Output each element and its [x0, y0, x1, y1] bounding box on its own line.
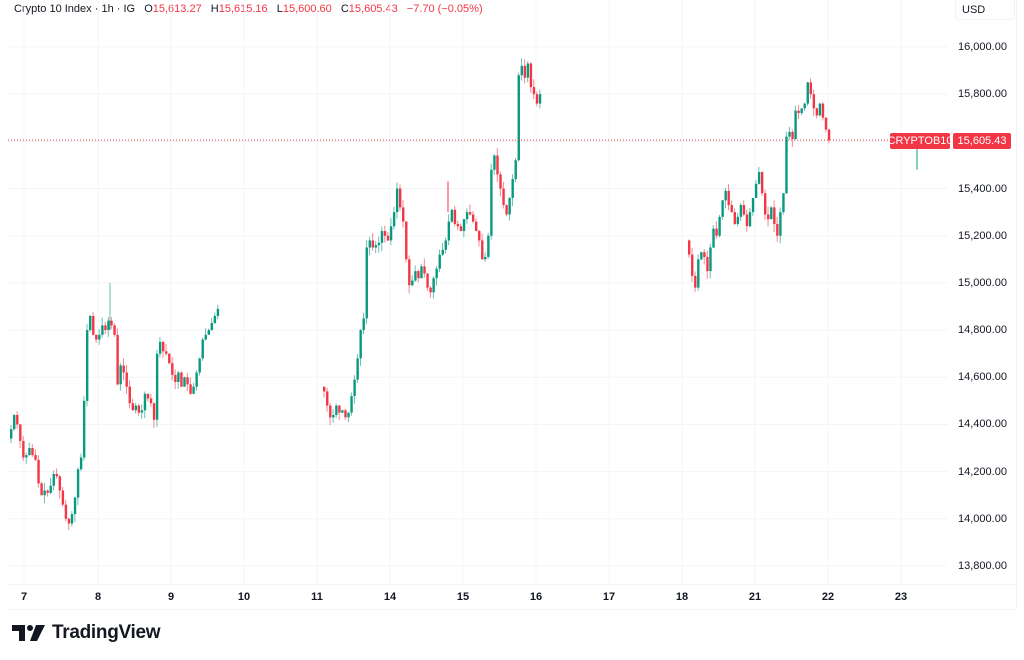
close-value: 15,605.43	[348, 3, 398, 15]
time-tick: 14	[383, 591, 397, 603]
price-tick: 14,600.00	[958, 371, 1007, 384]
time-tick: 16	[529, 591, 543, 603]
symbol-name[interactable]: Crypto 10 Index	[14, 3, 92, 15]
time-tick: 10	[237, 591, 251, 603]
axis-border	[1016, 0, 1017, 608]
time-tick: 23	[894, 591, 908, 603]
price-axis[interactable]: 16,000.00 15,800.00 15,400.00 15,200.00 15,0…	[948, 0, 1016, 584]
low-label: L	[276, 3, 283, 15]
brand-name: TradingView	[52, 622, 161, 643]
open-value: 15,613.27	[152, 3, 202, 15]
close-label: C	[340, 3, 349, 15]
price-tick: 13,800.00	[958, 559, 1007, 572]
price-tick: 14,000.00	[958, 512, 1007, 525]
price-tick: 14,800.00	[958, 324, 1007, 337]
price-tick: 14,400.00	[958, 418, 1007, 431]
tradingview-logo[interactable]: TradingView	[12, 622, 161, 644]
change-value: −7.70 (−0.05%)	[406, 3, 483, 15]
price-tick: 15,400.00	[958, 182, 1007, 195]
time-tick: 17	[602, 591, 616, 603]
price-tick: 15,000.00	[958, 276, 1007, 289]
time-tick: 11	[311, 591, 323, 603]
price-tick: 15,800.00	[958, 88, 1007, 101]
last-price-label: 15,605.43	[953, 133, 1011, 149]
candlestick-chart[interactable]	[8, 0, 948, 584]
high-value: 15,615.16	[218, 3, 268, 15]
time-tick: 15	[456, 591, 470, 603]
price-tick: 14,200.00	[958, 465, 1007, 478]
time-axis[interactable]: 7 8 9 10 11 14 15 16 17 18 21 22 23	[8, 584, 1016, 610]
low-value: 15,600.60	[282, 3, 332, 15]
high-label: H	[210, 3, 219, 15]
time-tick: 9	[167, 591, 175, 603]
open-label: O	[144, 3, 153, 15]
symbol-legend: Crypto 10 Index · 1h · IG O15,613.27 H15…	[14, 3, 483, 15]
currency-button[interactable]: USD	[955, 0, 1015, 20]
time-tick: 8	[94, 591, 102, 603]
last-price-symbol-label: CRYPTOB10	[887, 133, 953, 149]
price-tick: 16,000.00	[958, 41, 1007, 53]
time-tick: 7	[20, 591, 28, 603]
time-tick: 22	[821, 591, 835, 603]
interval[interactable]: 1h	[101, 3, 114, 15]
time-tick: 18	[675, 591, 689, 603]
tradingview-logo-icon	[12, 625, 45, 641]
exchange: IG	[123, 3, 136, 15]
legend-separator: ·	[94, 3, 99, 15]
legend-separator: ·	[116, 3, 121, 15]
time-tick: 21	[748, 591, 762, 603]
price-tick: 15,200.00	[958, 229, 1007, 242]
